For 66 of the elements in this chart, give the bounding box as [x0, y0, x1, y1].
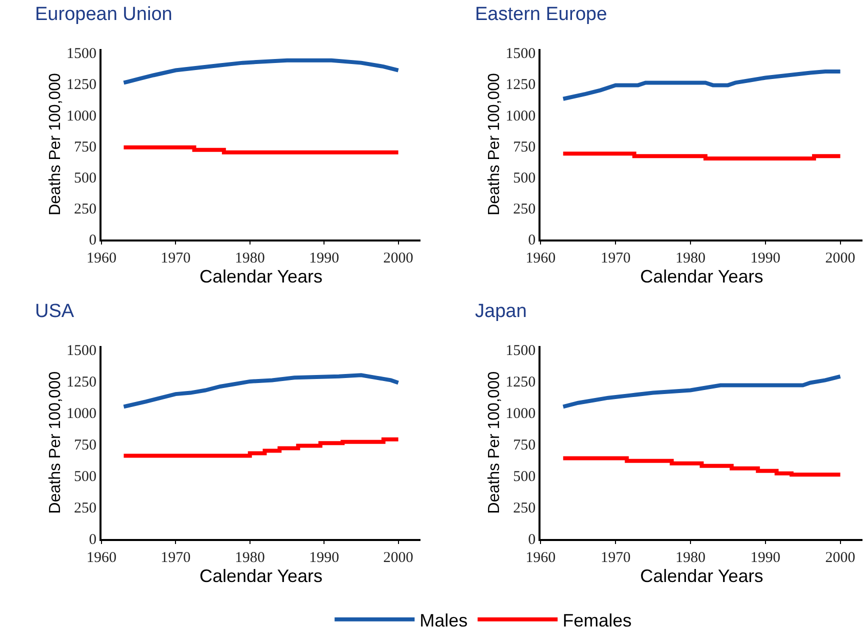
y-tick-label: 1250 [506, 374, 536, 391]
y-tick-label: 500 [513, 170, 536, 186]
x-tick-label: 1960 [526, 550, 556, 566]
line-series [122, 373, 400, 409]
line-series [561, 374, 842, 409]
x-tick-label: 1960 [526, 250, 556, 266]
x-axis-title: Calendar Years [199, 266, 323, 286]
x-tick-label: 1990 [750, 550, 780, 566]
y-axis-title: Deaths Per 100,000 [486, 371, 504, 514]
x-axis-title: Calendar Years [640, 566, 764, 586]
chart-title: Japan [475, 301, 527, 322]
y-tick-label: 1000 [66, 406, 96, 422]
y-tick-label: 0 [88, 232, 96, 249]
y-tick-label: 1500 [66, 46, 96, 62]
y-tick-label: 500 [74, 469, 96, 486]
x-tick-label: 1970 [600, 250, 631, 266]
line-series [561, 70, 842, 101]
y-tick-label: 0 [88, 532, 96, 548]
x-tick-label: 1980 [675, 550, 706, 566]
x-tick-label: 1990 [309, 250, 340, 266]
line-series [122, 58, 400, 85]
x-tick-label: 1990 [750, 250, 780, 266]
y-axis-title: Deaths Per 100,000 [46, 72, 64, 216]
y-tick-label: 1500 [506, 343, 536, 360]
y-tick-label: 750 [74, 139, 96, 156]
y-tick-label: 1500 [66, 343, 96, 360]
x-tick-label: 1960 [86, 250, 116, 266]
y-tick-label: 500 [74, 170, 96, 186]
x-tick-label: 1970 [160, 550, 191, 566]
x-tick-label: 2000 [825, 550, 856, 566]
y-tick-label: 0 [528, 532, 536, 548]
y-tick-label: 250 [74, 500, 96, 517]
y-tick-label: 750 [74, 438, 96, 454]
y-axis-title: Deaths Per 100,000 [486, 72, 504, 216]
chart-title: USA [35, 301, 74, 322]
y-axis-title: Deaths Per 100,000 [46, 371, 64, 514]
x-axis-title: Calendar Years [199, 566, 323, 586]
y-tick-label: 750 [513, 139, 536, 156]
y-tick-label: 250 [513, 202, 536, 218]
y-tick-label: 1250 [66, 374, 96, 391]
y-tick-label: 1250 [506, 77, 536, 94]
x-tick-label: 1970 [160, 250, 191, 266]
x-tick-label: 1960 [86, 550, 116, 566]
x-tick-label: 1980 [675, 250, 706, 266]
legend-label: Males [420, 610, 468, 630]
y-tick-label: 1000 [506, 406, 536, 422]
y-tick-label: 1000 [506, 108, 536, 124]
x-tick-label: 1970 [600, 550, 631, 566]
x-tick-label: 1980 [234, 550, 265, 566]
y-tick-label: 750 [513, 438, 536, 454]
y-tick-label: 1500 [506, 46, 536, 62]
y-tick-label: 250 [74, 202, 96, 218]
x-axis-title: Calendar Years [640, 266, 764, 286]
x-tick-label: 1980 [234, 250, 265, 266]
legend-label: Females [562, 610, 632, 630]
y-tick-label: 250 [513, 500, 536, 517]
y-tick-label: 1250 [66, 77, 96, 94]
x-tick-label: 2000 [383, 550, 414, 566]
y-tick-label: 500 [513, 469, 536, 486]
y-tick-label: 1000 [66, 108, 96, 124]
chart-title: European Union [35, 4, 172, 25]
chart-title: Eastern Europe [475, 4, 608, 25]
y-tick-label: 0 [528, 232, 536, 249]
x-tick-label: 2000 [825, 250, 856, 266]
x-tick-label: 1990 [309, 550, 340, 566]
x-tick-label: 2000 [383, 250, 414, 266]
